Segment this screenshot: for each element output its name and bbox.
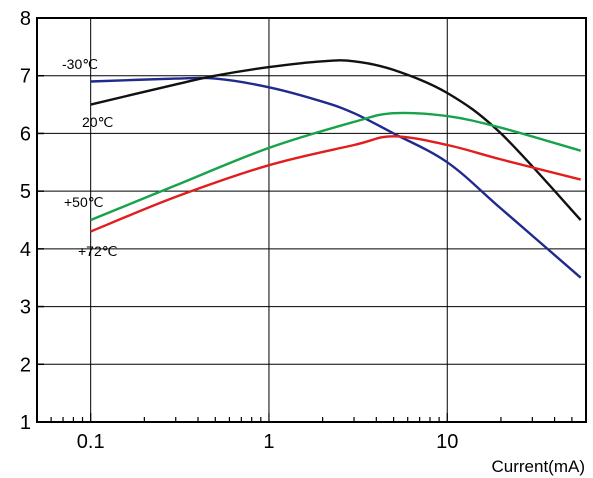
plot-frame <box>36 17 587 423</box>
x-tick-label: 1 <box>263 431 274 453</box>
series-line-0 <box>90 76 582 279</box>
series-lines <box>90 59 582 279</box>
y-tick-label: 3 <box>20 297 31 319</box>
y-tick-label: 6 <box>20 123 31 145</box>
x-tick-label: 0.1 <box>77 431 105 453</box>
y-tick-label: 4 <box>20 239 31 261</box>
x-tick-label: 10 <box>436 431 458 453</box>
series-label-20: 20℃ <box>82 114 113 130</box>
series-line-1 <box>90 59 582 221</box>
y-tick-label: 2 <box>20 354 31 376</box>
x-axis-label: Current(mA) <box>491 457 585 476</box>
series-label-plus50: +50℃ <box>64 194 103 210</box>
y-tick-label: 7 <box>20 66 31 88</box>
series-label-minus30: -30℃ <box>62 56 98 72</box>
axis-ticks: 1 2 3 4 5 6 7 8 0.1 1 10 <box>20 8 587 453</box>
y-tick-label: 8 <box>20 8 31 30</box>
series-label-plus72: +72℃ <box>78 243 117 259</box>
series-line-2 <box>90 111 582 222</box>
y-tick-label: 5 <box>20 181 31 203</box>
y-tick-label: 1 <box>20 412 31 434</box>
series-line-3 <box>90 135 581 233</box>
